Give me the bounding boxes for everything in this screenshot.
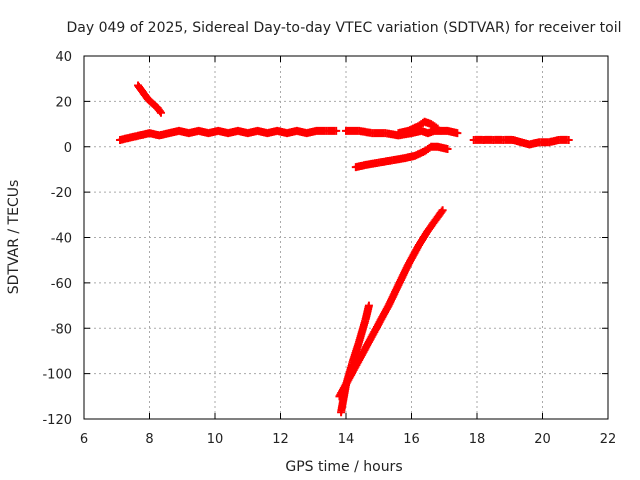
trace-segment: [355, 317, 370, 344]
trace-segment: [415, 118, 427, 130]
y-tick-label: 0: [64, 141, 72, 156]
y-tick-label: -60: [51, 277, 72, 292]
trace-segment: [556, 135, 571, 144]
trace-segment: [415, 228, 431, 249]
x-tick-label: 20: [534, 432, 551, 447]
trace-segment: [425, 127, 437, 137]
trace-segment: [412, 148, 427, 160]
chart-title: Day 049 of 2025, Sidereal Day-to-day VTE…: [66, 20, 621, 36]
data-points: [116, 81, 573, 417]
x-tick-label: 16: [403, 432, 420, 447]
trace-segment: [405, 244, 422, 268]
series-upper-hump: [394, 117, 442, 138]
trace-segment: [342, 360, 356, 388]
x-tick-label: 22: [600, 432, 617, 447]
trace-segment: [445, 127, 460, 137]
trace-segment: [150, 100, 161, 111]
trace-segment: [349, 339, 363, 365]
trace-segment: [428, 121, 441, 132]
y-tick-label: -20: [51, 186, 72, 201]
series-negative-arc: [351, 142, 452, 172]
y-tick-label: 20: [55, 95, 72, 110]
y-tick-label: -40: [51, 232, 72, 247]
trace-segment: [434, 207, 446, 220]
trace-segment: [365, 321, 382, 345]
trace-segment: [139, 89, 151, 102]
trace-segment: [510, 136, 532, 148]
series-early-descent: [134, 81, 165, 117]
trace-segment: [422, 143, 434, 155]
trace-segment: [324, 126, 339, 135]
axis-ticks: 6 8 10 12 14 16 18 20 22 40 20 0 -20 -40 -60 -80 -100 -12…: [42, 50, 616, 447]
x-tick-label: 10: [207, 432, 224, 447]
x-tick-label: 8: [145, 432, 153, 447]
x-tick-label: 6: [80, 432, 88, 447]
trace-segment: [402, 152, 418, 162]
y-tick-label: 40: [55, 50, 72, 65]
trace-segment: [396, 127, 411, 137]
trace-segment: [135, 82, 146, 95]
trace-segment: [145, 96, 156, 107]
x-tick-label: 14: [338, 432, 355, 447]
trace-segment: [435, 143, 450, 153]
x-tick-label: 12: [272, 432, 289, 447]
x-axis-label: GPS time / hours: [285, 459, 402, 475]
trace-segment: [375, 303, 392, 327]
trace-segment: [356, 339, 372, 363]
y-tick-label: -120: [42, 413, 72, 428]
series-deep-line-2: [337, 301, 373, 417]
trace-segment: [337, 382, 350, 415]
trace-segment: [385, 282, 402, 308]
trace-segment: [405, 123, 421, 135]
trace-segment: [428, 142, 441, 151]
trace-segment: [419, 127, 431, 137]
x-tick-label: 18: [469, 432, 486, 447]
series-right-segments: [469, 135, 573, 149]
y-tick-label: -80: [51, 322, 72, 337]
trace-segment: [438, 126, 450, 135]
trace-segment: [395, 262, 412, 288]
trace-segment: [425, 214, 441, 234]
series-main-band: [116, 126, 341, 144]
y-axis-label: SDTVAR / TECUs: [6, 180, 22, 295]
y-tick-label: -100: [42, 368, 72, 383]
trace-segment: [154, 105, 164, 116]
trace-segment: [422, 118, 434, 128]
series-deep-line-1: [335, 206, 447, 401]
trace-segment: [362, 303, 373, 322]
